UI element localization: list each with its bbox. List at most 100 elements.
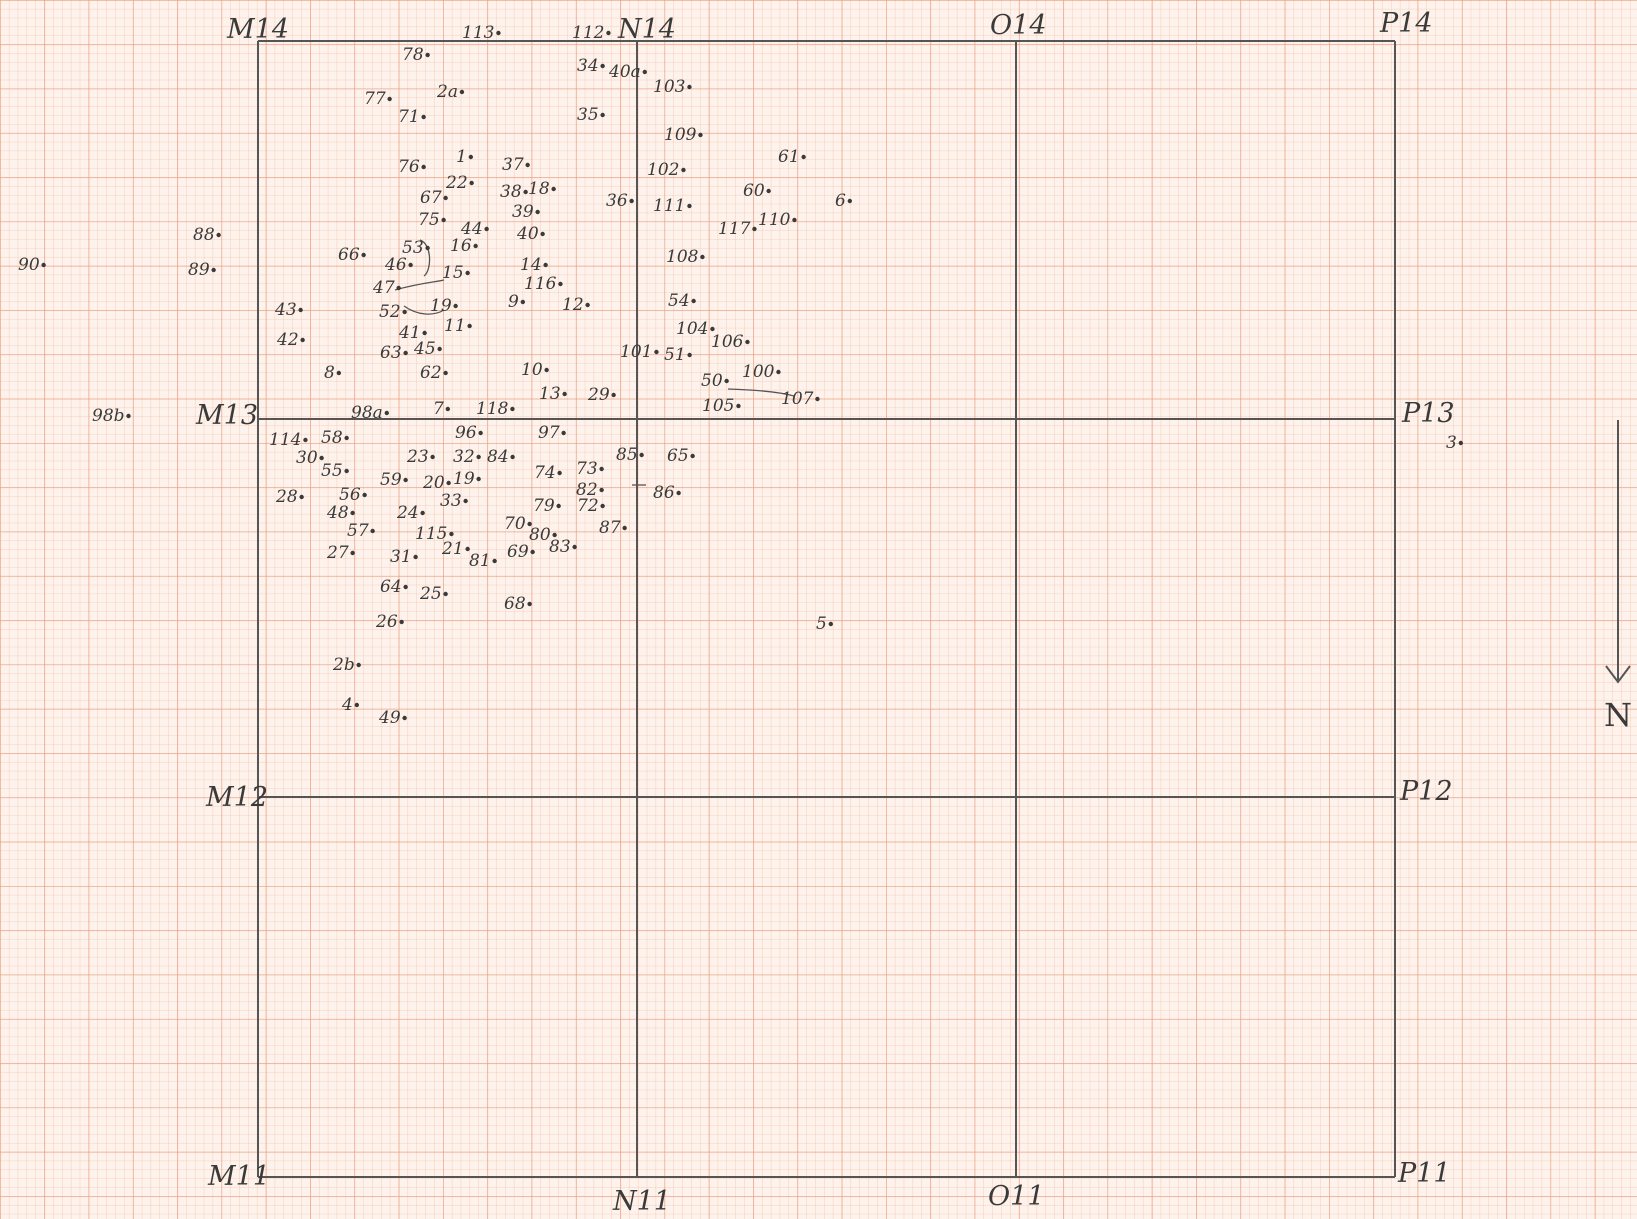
- find-label: 58: [321, 428, 343, 448]
- find-point: 35: [577, 105, 605, 125]
- find-label: 13: [539, 384, 561, 404]
- find-dot: [676, 490, 681, 496]
- find-label: 90: [18, 255, 40, 275]
- find-point: 20: [422, 473, 451, 493]
- find-point: 19: [453, 469, 481, 489]
- find-dot: [540, 231, 545, 237]
- find-point: 33: [440, 491, 468, 511]
- find-point: 106: [711, 332, 750, 352]
- find-point: 57: [347, 521, 375, 541]
- find-point: 105: [702, 396, 741, 416]
- find-label: 83: [549, 537, 571, 557]
- grid-label-m12: M12: [205, 782, 268, 813]
- find-dot: [552, 532, 557, 538]
- find-point: 60: [743, 181, 771, 201]
- find-label: 64: [380, 577, 402, 597]
- grid-label-m11: M11: [207, 1161, 270, 1192]
- find-point: 85: [616, 445, 644, 465]
- find-dot: [700, 254, 705, 260]
- find-dot: [453, 303, 458, 309]
- find-label: 35: [577, 105, 599, 125]
- find-point: 69: [507, 542, 535, 562]
- find-point: 84: [487, 447, 515, 467]
- find-label: 3: [1446, 433, 1457, 453]
- find-point: 55: [321, 461, 349, 481]
- find-label: 45: [413, 339, 436, 359]
- find-point: 2a: [436, 82, 465, 102]
- find-label: 86: [653, 483, 675, 503]
- find-point: 26: [375, 612, 404, 632]
- find-dot: [484, 226, 489, 232]
- find-label: 84: [487, 447, 509, 467]
- find-point: 10: [521, 360, 549, 380]
- find-label: 66: [338, 245, 360, 265]
- find-point: 42: [276, 330, 305, 350]
- find-dot: [600, 503, 605, 509]
- find-dot: [527, 521, 532, 527]
- grid-label-p11: P11: [1397, 1158, 1451, 1189]
- find-point: 22: [445, 173, 474, 193]
- find-dot: [525, 162, 530, 168]
- find-point: 118: [476, 399, 515, 419]
- find-point: 62: [420, 363, 448, 383]
- find-dot: [530, 549, 535, 555]
- find-label: 40a: [608, 62, 641, 82]
- find-dot: [344, 468, 349, 474]
- find-point: 16: [450, 236, 478, 256]
- find-point: 96: [455, 423, 483, 443]
- grid-label-n14: N14: [617, 14, 676, 45]
- find-point: 75: [418, 210, 446, 230]
- find-dot: [572, 544, 577, 550]
- find-label: 80: [529, 525, 551, 545]
- find-label: 113: [462, 23, 494, 43]
- find-dot: [126, 413, 131, 419]
- find-label: 54: [668, 291, 690, 311]
- find-point: 31: [390, 547, 418, 567]
- find-label: 6: [835, 191, 846, 211]
- find-dot: [557, 470, 562, 476]
- find-point: 24: [396, 503, 425, 523]
- find-point: 90: [18, 255, 46, 275]
- find-point: 114: [269, 430, 308, 450]
- find-label: 2a: [436, 82, 458, 102]
- find-point: 40: [516, 224, 545, 244]
- find-label: 104: [676, 319, 708, 339]
- find-point: 98a: [351, 403, 389, 423]
- find-dot: [691, 298, 696, 304]
- find-dot: [599, 487, 604, 493]
- connector-52-19: [403, 305, 445, 315]
- find-point: 51: [664, 345, 692, 365]
- find-label: 42: [276, 330, 299, 350]
- find-point: 32: [453, 447, 481, 467]
- find-dot: [446, 480, 451, 486]
- find-label: 75: [418, 210, 440, 230]
- find-dot: [642, 69, 647, 75]
- find-label: 12: [562, 295, 584, 315]
- find-dot: [449, 531, 454, 537]
- find-dot: [478, 430, 483, 436]
- find-point: 78: [402, 45, 430, 65]
- find-dot: [681, 167, 686, 173]
- find-label: 30: [296, 448, 318, 468]
- find-point: 98b: [92, 406, 131, 426]
- find-dot: [443, 591, 448, 597]
- find-dot: [766, 188, 771, 194]
- find-label: 111: [653, 196, 685, 216]
- find-label: 39: [512, 202, 534, 222]
- find-point: 89: [188, 260, 216, 280]
- find-label: 73: [576, 459, 598, 479]
- find-label: 82: [576, 480, 598, 500]
- survey-grid: [257, 40, 1396, 1178]
- find-label: 65: [667, 446, 689, 466]
- find-label: 33: [440, 491, 462, 511]
- find-label: 98a: [351, 403, 383, 423]
- find-label: 31: [390, 547, 412, 567]
- find-dot: [443, 370, 448, 376]
- find-label: 76: [398, 157, 420, 177]
- find-dot: [698, 132, 703, 138]
- find-point: 68: [504, 594, 532, 614]
- find-label: 1: [456, 147, 467, 167]
- find-dot: [421, 114, 426, 120]
- find-dot: [361, 252, 366, 258]
- find-point: 61: [778, 147, 806, 167]
